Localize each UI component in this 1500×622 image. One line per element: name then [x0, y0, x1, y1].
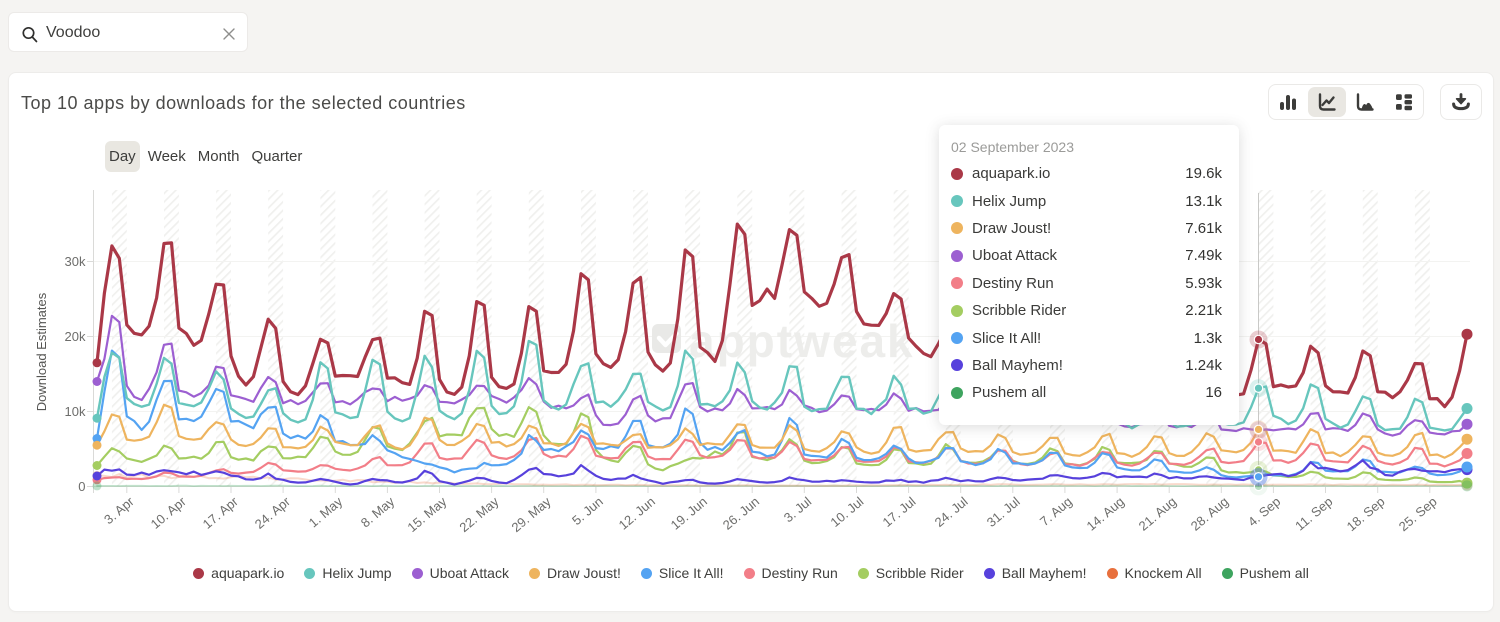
svg-text:17. Jul: 17. Jul	[880, 494, 919, 530]
svg-text:1. May: 1. May	[306, 493, 346, 530]
svg-text:24. Apr: 24. Apr	[252, 493, 294, 531]
svg-text:10k: 10k	[65, 404, 86, 419]
svg-text:11. Sep: 11. Sep	[1292, 494, 1335, 534]
svg-text:8. May: 8. May	[358, 493, 398, 530]
svg-text:25. Sep: 25. Sep	[1396, 494, 1440, 534]
svg-text:12. Jun: 12. Jun	[616, 494, 658, 533]
svg-text:5. Jun: 5. Jun	[569, 494, 606, 528]
svg-text:3. Apr: 3. Apr	[101, 493, 137, 527]
svg-text:28. Aug: 28. Aug	[1188, 494, 1231, 534]
svg-text:18. Sep: 18. Sep	[1344, 494, 1388, 534]
svg-text:4. Sep: 4. Sep	[1245, 494, 1283, 530]
svg-text:20k: 20k	[65, 329, 86, 344]
svg-text:21. Aug: 21. Aug	[1136, 494, 1179, 534]
svg-text:19. Jun: 19. Jun	[668, 494, 710, 533]
svg-text:30k: 30k	[65, 254, 86, 269]
svg-text:31. Jul: 31. Jul	[984, 494, 1023, 530]
svg-text:0: 0	[78, 479, 85, 494]
svg-text:15. May: 15. May	[404, 493, 449, 535]
svg-text:26. Jun: 26. Jun	[720, 494, 762, 533]
svg-text:Download Estimates: Download Estimates	[34, 292, 49, 411]
svg-text:10. Jul: 10. Jul	[827, 494, 866, 530]
svg-text:17. Apr: 17. Apr	[200, 493, 242, 531]
svg-text:29. May: 29. May	[509, 493, 554, 535]
svg-text:7. Aug: 7. Aug	[1037, 494, 1075, 529]
svg-text:22. May: 22. May	[456, 493, 501, 535]
svg-text:3. Jul: 3. Jul	[781, 494, 815, 526]
svg-text:10. Apr: 10. Apr	[148, 493, 190, 531]
svg-text:14. Aug: 14. Aug	[1084, 494, 1127, 534]
svg-text:24. Jul: 24. Jul	[932, 494, 971, 530]
